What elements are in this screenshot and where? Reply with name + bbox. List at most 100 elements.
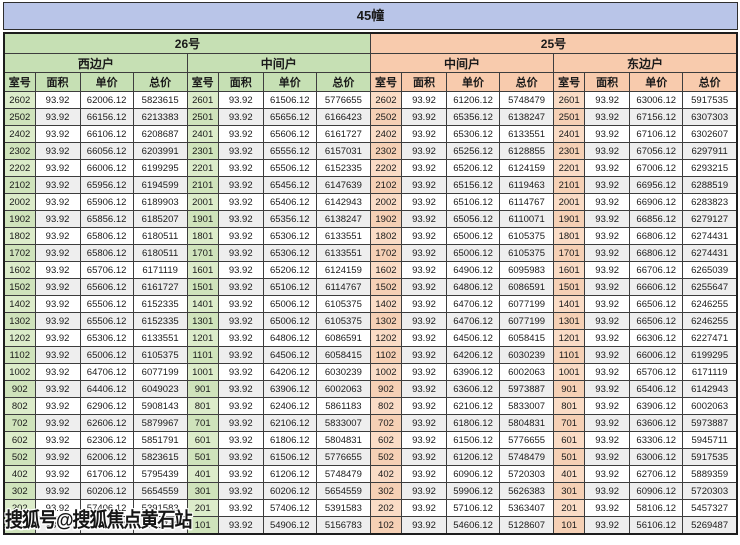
total-price-cell: 5823615 xyxy=(132,91,188,109)
room-cell: 2302 xyxy=(3,142,36,160)
unit-price-cell: 61206.12 xyxy=(446,91,501,109)
total-price-cell: 6058415 xyxy=(499,329,555,347)
room-cell: 1002 xyxy=(3,363,36,381)
total-price-cell: 6077199 xyxy=(132,363,188,381)
total-price-cell: 6279127 xyxy=(682,210,738,228)
total-price-cell: 6077199 xyxy=(499,295,555,313)
total-price-cell: 6030239 xyxy=(315,363,371,381)
unit-price-cell: 54906.12 xyxy=(262,516,317,535)
room-cell: 1102 xyxy=(3,346,36,364)
total-price-cell: 5889359 xyxy=(682,465,738,483)
table-row: 502 93.92 62006.12 5823615 501 93.92 61506.12 5… xyxy=(3,448,738,466)
unit-price-cell: 57406.12 xyxy=(262,499,317,517)
area-cell: 93.92 xyxy=(217,380,264,398)
column-header-area: 面积 xyxy=(400,72,448,92)
unit-price-cell: 61506.12 xyxy=(262,91,317,109)
area-cell: 93.92 xyxy=(584,397,631,415)
area-cell: 93.92 xyxy=(217,414,264,432)
table-row: 2202 93.92 66006.12 6199295 2201 93.92 65506.1… xyxy=(3,159,738,177)
unit-price-cell: 55406.12 xyxy=(79,516,134,535)
area-cell: 93.92 xyxy=(34,108,81,126)
total-price-cell: 6133551 xyxy=(315,244,371,262)
column-header-total-price: 总价 xyxy=(499,72,555,92)
room-cell: 301 xyxy=(553,482,586,500)
room-cell: 1401 xyxy=(186,295,219,313)
unit-price-cell: 65006.12 xyxy=(79,346,134,364)
table-row: 1202 93.92 65306.12 6133551 1201 93.92 64806.1… xyxy=(3,329,738,347)
total-price-cell: 6274431 xyxy=(682,244,738,262)
total-price-cell: 6199295 xyxy=(682,346,738,364)
column-header-room: 室号 xyxy=(369,72,402,92)
unit-price-cell: 64806.12 xyxy=(446,278,501,296)
room-cell: 1701 xyxy=(186,244,219,262)
room-cell: 1301 xyxy=(553,312,586,330)
unit-price-cell: 66906.12 xyxy=(629,193,684,211)
table-row: 602 93.92 62306.12 5851791 601 93.92 61806.12 5… xyxy=(3,431,738,449)
unit-price-cell: 57406.12 xyxy=(79,499,134,517)
table-row: 1802 93.92 65806.12 6180511 1801 93.92 65306.1… xyxy=(3,227,738,245)
area-cell: 93.92 xyxy=(400,278,448,296)
area-cell: 93.92 xyxy=(584,499,631,517)
unit-price-cell: 61206.12 xyxy=(262,465,317,483)
room-cell: 1202 xyxy=(369,329,402,347)
table-row: 302 93.92 60206.12 5654559 301 93.92 60206.12 5… xyxy=(3,482,738,500)
area-cell: 93.92 xyxy=(400,414,448,432)
table-row: 102 93.92 55406.12 5203743 101 93.92 54906.12 5… xyxy=(3,516,738,535)
unit-price-cell: 62706.12 xyxy=(629,465,684,483)
unit-price-cell: 62006.12 xyxy=(79,91,134,109)
area-cell: 93.92 xyxy=(217,431,264,449)
total-price-cell: 6105375 xyxy=(499,244,555,262)
area-cell: 93.92 xyxy=(34,244,81,262)
unit-price-cell: 63906.12 xyxy=(446,363,501,381)
area-cell: 93.92 xyxy=(584,125,631,143)
unit-price-cell: 63006.12 xyxy=(629,91,684,109)
total-price-cell: 5833007 xyxy=(315,414,371,432)
room-cell: 1901 xyxy=(553,210,586,228)
unit-price-cell: 63006.12 xyxy=(629,448,684,466)
unit-price-cell: 67056.12 xyxy=(629,142,684,160)
price-table: 26号 25号 西边户 中间户 中间户 东边户 室号 面积 单价 总价 室号 面积 单价 总价… xyxy=(3,32,738,535)
unit-price-cell: 56106.12 xyxy=(629,516,684,535)
room-cell: 302 xyxy=(369,482,402,500)
total-price-cell: 6307303 xyxy=(682,108,738,126)
room-cell: 502 xyxy=(369,448,402,466)
area-cell: 93.92 xyxy=(217,125,264,143)
area-cell: 93.92 xyxy=(217,91,264,109)
unit-price-cell: 63606.12 xyxy=(629,414,684,432)
room-cell: 2602 xyxy=(3,91,36,109)
room-cell: 702 xyxy=(369,414,402,432)
total-price-cell: 6128855 xyxy=(499,142,555,160)
room-cell: 2202 xyxy=(369,159,402,177)
area-cell: 93.92 xyxy=(584,431,631,449)
table-row: 402 93.92 61706.12 5795439 401 93.92 61206.12 5… xyxy=(3,465,738,483)
area-cell: 93.92 xyxy=(34,363,81,381)
area-cell: 93.92 xyxy=(584,516,631,535)
unit-price-cell: 66506.12 xyxy=(629,295,684,313)
room-cell: 2301 xyxy=(186,142,219,160)
area-cell: 93.92 xyxy=(584,414,631,432)
unit-price-cell: 65306.12 xyxy=(262,244,317,262)
area-cell: 93.92 xyxy=(400,431,448,449)
area-cell: 93.92 xyxy=(34,380,81,398)
total-price-cell: 6119463 xyxy=(499,176,555,194)
unit-price-cell: 62106.12 xyxy=(446,397,501,415)
room-cell: 901 xyxy=(186,380,219,398)
area-cell: 93.92 xyxy=(34,346,81,364)
room-cell: 1702 xyxy=(369,244,402,262)
area-cell: 93.92 xyxy=(217,193,264,211)
unit-price-cell: 67106.12 xyxy=(629,125,684,143)
column-header-total-price: 总价 xyxy=(682,72,738,92)
column-header-room: 室号 xyxy=(3,72,36,92)
total-price-cell: 6255647 xyxy=(682,278,738,296)
area-cell: 93.92 xyxy=(217,295,264,313)
area-cell: 93.92 xyxy=(584,448,631,466)
total-price-cell: 6274431 xyxy=(682,227,738,245)
room-cell: 1601 xyxy=(553,261,586,279)
area-cell: 93.92 xyxy=(584,363,631,381)
total-price-cell: 5823615 xyxy=(132,448,188,466)
unit-price-cell: 66506.12 xyxy=(629,312,684,330)
table-row: 1002 93.92 64706.12 6077199 1001 93.92 64206.1… xyxy=(3,363,738,381)
area-cell: 93.92 xyxy=(584,159,631,177)
unit-price-cell: 65456.12 xyxy=(262,176,317,194)
total-price-cell: 6142943 xyxy=(315,193,371,211)
